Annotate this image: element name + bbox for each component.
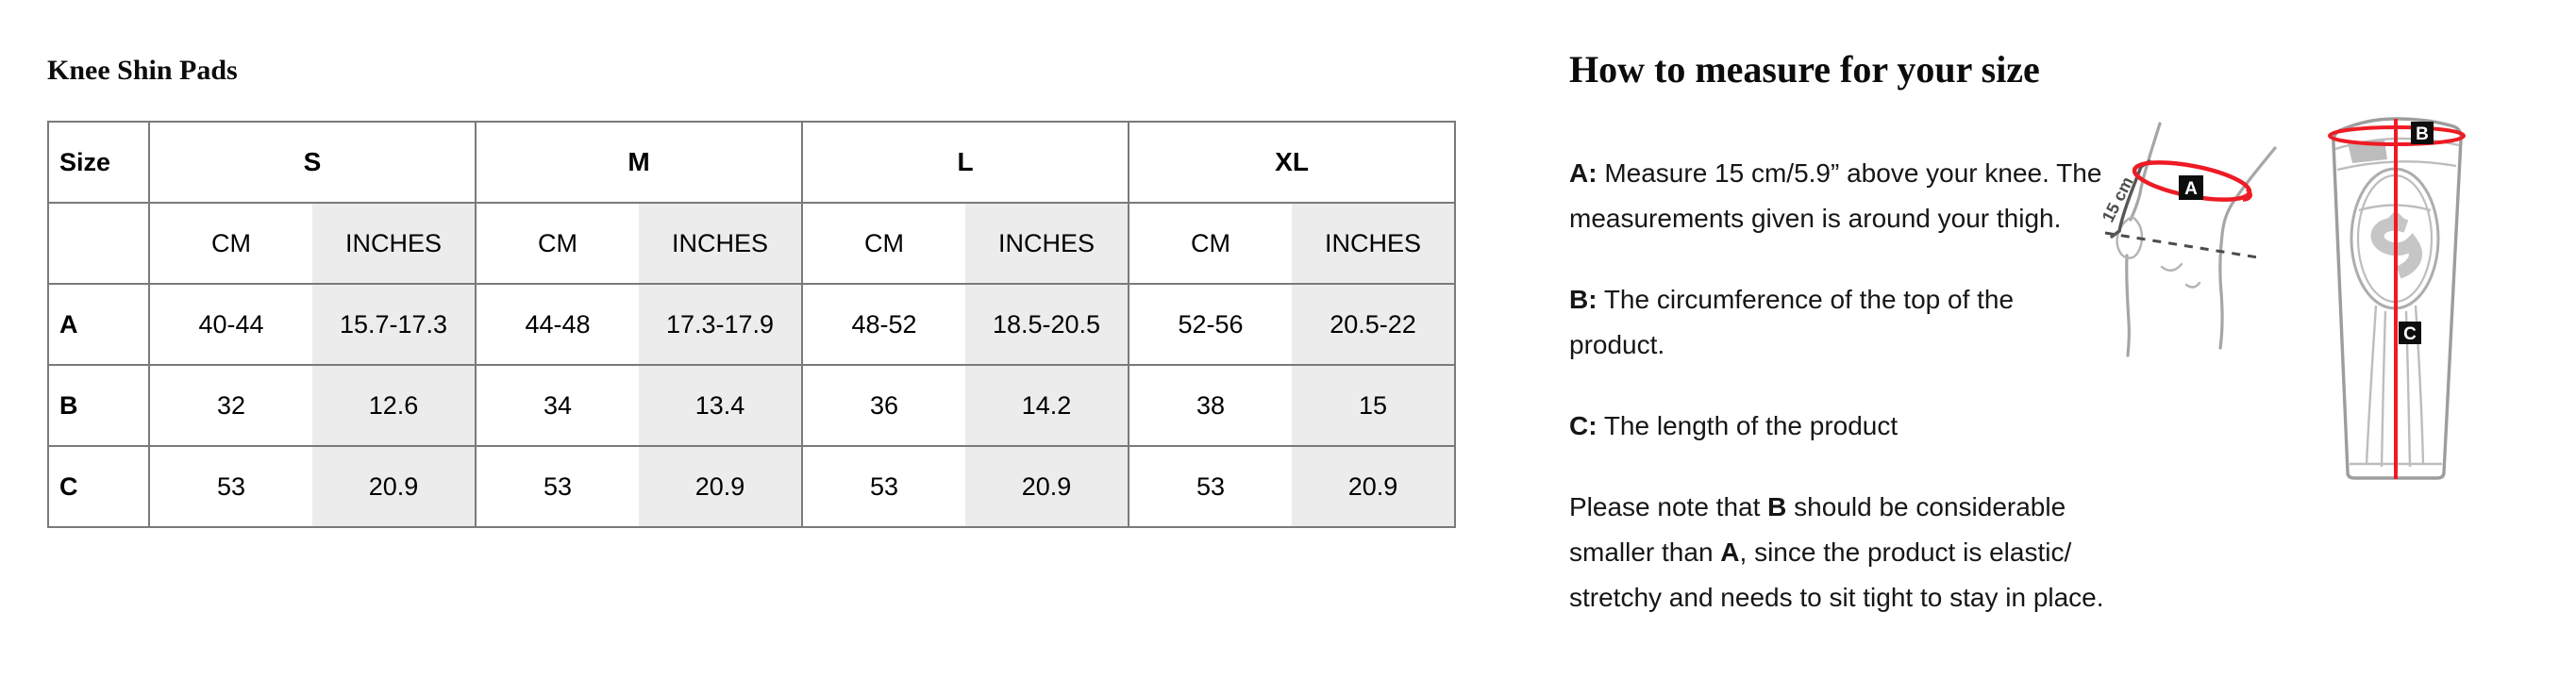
paragraph-text: product. bbox=[1569, 330, 1665, 359]
value-cell: 32 bbox=[148, 364, 312, 446]
unit-header-inches: INCHES bbox=[639, 202, 803, 284]
measure-heading: How to measure for your size bbox=[1569, 48, 2040, 91]
table-row-c: C 53 20.9 53 20.9 53 20.9 53 20.9 bbox=[48, 445, 1456, 527]
marker-c: C bbox=[2399, 322, 2421, 344]
value-cell: 53 bbox=[1128, 445, 1293, 527]
size-header-l: L bbox=[801, 122, 1129, 203]
value-cell: 20.9 bbox=[1292, 445, 1456, 527]
paragraph-text: Measure 15 cm/5.9” above your knee. The bbox=[1597, 158, 2102, 188]
unit-corner-spacer bbox=[48, 202, 150, 284]
paragraph-text: measurements given is around your thigh. bbox=[1569, 204, 2062, 233]
marker-c-letter: C bbox=[2403, 324, 2417, 344]
unit-header-inches: INCHES bbox=[312, 202, 476, 284]
value-cell: 36 bbox=[801, 364, 966, 446]
value-cell: 18.5-20.5 bbox=[965, 283, 1129, 365]
dashed-knee-line bbox=[2104, 231, 2259, 259]
size-header-row: Size S M L XL bbox=[48, 122, 1456, 203]
value-cell: 40-44 bbox=[148, 283, 312, 365]
value-cell: 20.5-22 bbox=[1292, 283, 1456, 365]
value-cell: 15 bbox=[1292, 364, 1456, 446]
measure-paragraph-a: A: Measure 15 cm/5.9” above your knee. T… bbox=[1569, 151, 2230, 241]
marker-a-letter: A bbox=[2184, 179, 2198, 199]
value-cell: 38 bbox=[1128, 364, 1293, 446]
value-cell: 53 bbox=[801, 445, 966, 527]
paragraph-text: Please note that bbox=[1569, 492, 1768, 521]
paragraph-text: stretchy and needs to sit tight to stay … bbox=[1569, 583, 2104, 612]
table-row-a: A 40-44 15.7-17.3 44-48 17.3-17.9 48-52 … bbox=[48, 283, 1456, 365]
unit-header-row: CM INCHES CM INCHES CM INCHES CM INCHES bbox=[48, 202, 1456, 284]
paragraph-text: should be considerable bbox=[1786, 492, 2066, 521]
value-cell: 34 bbox=[475, 364, 639, 446]
marker-a: A bbox=[2179, 175, 2203, 200]
product-diagram: B C bbox=[2328, 117, 2466, 480]
paragraph-text: A bbox=[1720, 537, 1740, 567]
paragraph-text: The length of the product bbox=[1597, 411, 1899, 440]
label-b-text: B: bbox=[1569, 285, 1597, 314]
size-header-xl: XL bbox=[1128, 122, 1456, 203]
marker-b-letter: B bbox=[2416, 124, 2429, 144]
row-label-c: C bbox=[48, 445, 150, 527]
value-cell: 53 bbox=[475, 445, 639, 527]
leg-outline bbox=[2116, 122, 2277, 357]
measure-paragraph-c: C: The length of the product bbox=[1569, 404, 2230, 449]
unit-header-cm: CM bbox=[1128, 202, 1293, 284]
size-header-s: S bbox=[148, 122, 476, 203]
measure-paragraph-b: B: The circumference of the top of the p… bbox=[1569, 277, 2230, 368]
value-cell: 12.6 bbox=[312, 364, 476, 446]
unit-header-inches: INCHES bbox=[1292, 202, 1456, 284]
size-corner-label: Size bbox=[48, 122, 150, 203]
size-header-m: M bbox=[474, 122, 803, 203]
label-c-text: C: bbox=[1569, 411, 1597, 440]
size-chart-table: Size S M L XL CM INCHES CM INCHES CM INC… bbox=[47, 121, 1457, 528]
value-cell: 20.9 bbox=[965, 445, 1129, 527]
unit-header-cm: CM bbox=[475, 202, 639, 284]
table-row-b: B 32 12.6 34 13.4 36 14.2 38 15 bbox=[48, 364, 1456, 446]
measure-guide-section: How to measure for your size A: Measure … bbox=[1569, 49, 2230, 656]
unit-header-cm: CM bbox=[801, 202, 966, 284]
value-cell: 20.9 bbox=[639, 445, 803, 527]
note-paragraph: Please note that B should be considerabl… bbox=[1569, 485, 2230, 620]
row-label-b: B bbox=[48, 364, 150, 446]
value-cell: 17.3-17.9 bbox=[639, 283, 803, 365]
page-title: Knee Shin Pads bbox=[47, 55, 238, 86]
paragraph-text: , since the product is elastic/ bbox=[1739, 537, 2072, 567]
row-label-a: A bbox=[48, 283, 150, 365]
value-cell: 13.4 bbox=[639, 364, 803, 446]
paragraph-text: The circumference of the top of the bbox=[1597, 285, 2015, 314]
knee-measure-diagram: 15 cm A bbox=[2099, 122, 2277, 357]
value-cell: 20.9 bbox=[312, 445, 476, 527]
value-cell: 53 bbox=[148, 445, 312, 527]
value-cell: 15.7-17.3 bbox=[312, 283, 476, 365]
paragraph-text: smaller than bbox=[1569, 537, 1721, 567]
unit-header-inches: INCHES bbox=[965, 202, 1129, 284]
value-cell: 14.2 bbox=[965, 364, 1129, 446]
value-cell: 48-52 bbox=[801, 283, 966, 365]
marker-b: B bbox=[2411, 122, 2434, 144]
paragraph-text: B bbox=[1767, 492, 1787, 521]
value-cell: 44-48 bbox=[475, 283, 639, 365]
label-a-text: A: bbox=[1569, 158, 1597, 188]
unit-header-cm: CM bbox=[148, 202, 312, 284]
value-cell: 52-56 bbox=[1128, 283, 1293, 365]
